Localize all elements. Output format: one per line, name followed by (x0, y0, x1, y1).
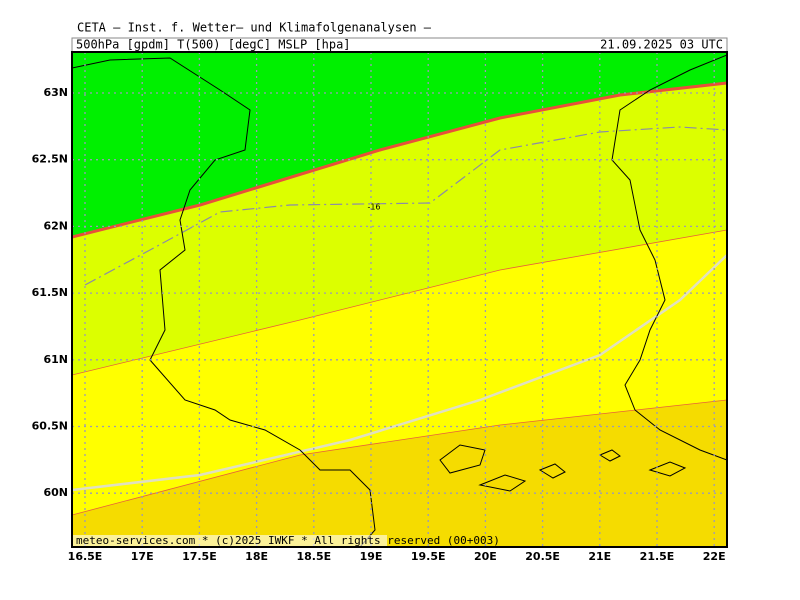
contour-label: -16 (367, 203, 380, 212)
lon-label: 17.5E (182, 550, 217, 563)
lon-label: 20E (474, 550, 497, 563)
coastline-east (611, 54, 727, 461)
title: CETA — Inst. f. Wetter— und Klimafolgena… (77, 21, 432, 35)
graticule (72, 52, 727, 547)
coastline-west (72, 57, 376, 547)
axis-labels: 16.5E 17E 17.5E 18E 18.5E 19E 19.5E 20E 20.5E 21E… (32, 86, 726, 563)
parameters: 500hPa [gpdm] T(500) [degC] MSLP [hpa] (76, 38, 351, 52)
isobar (72, 254, 727, 492)
map: -16 meteo-services.com * (c)2025 IWKF * … (72, 52, 727, 547)
lon-label: 21E (588, 550, 611, 563)
lon-label: 18E (245, 550, 268, 563)
valid-time: 21.09.2025 03 UTC (600, 38, 723, 52)
map-frame (71, 51, 728, 548)
contour-dashed (84, 126, 727, 286)
lon-label: 19E (360, 550, 383, 563)
lat-label: 61.5N (32, 286, 68, 299)
lon-label: 17E (131, 550, 154, 563)
isotherm-thin (72, 229, 727, 516)
islands (439, 444, 687, 492)
footer: meteo-services.com * (c)2025 IWKF * All … (76, 534, 500, 547)
lat-label: 61N (43, 353, 68, 366)
lon-label: 16.5E (68, 550, 103, 563)
footer-bg (72, 535, 387, 547)
lon-label: 22E (703, 550, 726, 563)
lon-label: 20.5E (525, 550, 560, 563)
lon-label: 18.5E (296, 550, 331, 563)
lat-label: 63N (43, 86, 68, 99)
lat-label: 60N (43, 486, 68, 499)
lat-label: 62.5N (32, 153, 68, 166)
lon-label: 21.5E (640, 550, 675, 563)
lon-label: 19.5E (411, 550, 446, 563)
lat-label: 62N (43, 219, 68, 232)
lat-label: 60.5N (32, 420, 68, 433)
